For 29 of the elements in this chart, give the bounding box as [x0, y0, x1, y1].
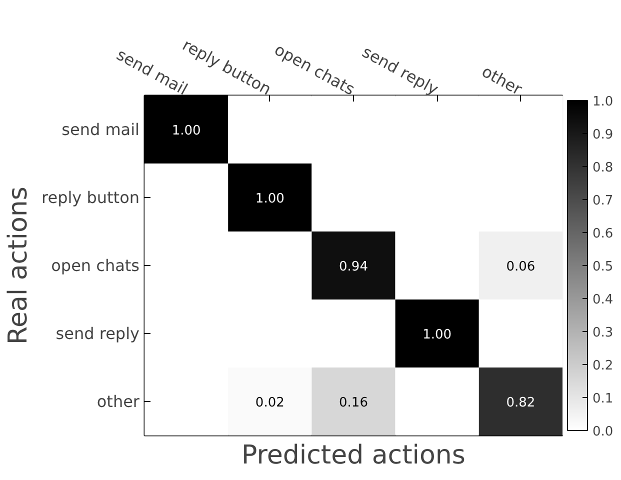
y-axis-title: Real actions: [4, 186, 34, 344]
y-tick-label: send mail: [62, 120, 140, 139]
color-bar-label: 0.6: [592, 226, 614, 242]
color-bar-label: 0.3: [592, 326, 614, 340]
data-label: 1.00: [422, 328, 452, 342]
y-tick-label: send reply: [56, 324, 140, 343]
data-label: 1.00: [255, 192, 284, 206]
y-tick-label: reply button: [42, 188, 140, 207]
y-tick-label: other: [96, 392, 140, 411]
color-bar-label: 0.1: [592, 392, 614, 406]
color-bar-label: 0.2: [592, 358, 614, 374]
data-label: 1.00: [172, 124, 201, 138]
color-bar-label: 0.5: [592, 260, 614, 274]
color-bar-label: 0.7: [592, 194, 614, 208]
y-tick-label: open chats: [51, 256, 140, 275]
data-label: 0.06: [506, 260, 536, 274]
data-label: 0.16: [339, 396, 368, 410]
color-bar-label: 0.9: [592, 128, 614, 142]
color-bar-label: 0.4: [592, 292, 614, 308]
data-label: 0.82: [506, 396, 536, 410]
color-bar-label: 0.0: [592, 424, 614, 440]
x-tick-label: other: [478, 62, 526, 100]
x-tick-label: open chats: [271, 40, 358, 99]
color-bar-label: 1.0: [592, 94, 614, 110]
x-tick-label: send reply: [359, 42, 442, 99]
x-axis-title: Predicted actions: [242, 440, 466, 470]
color-bar-label: 0.8: [592, 160, 614, 176]
data-label: 0.02: [255, 396, 284, 410]
data-label: 0.94: [339, 260, 368, 274]
